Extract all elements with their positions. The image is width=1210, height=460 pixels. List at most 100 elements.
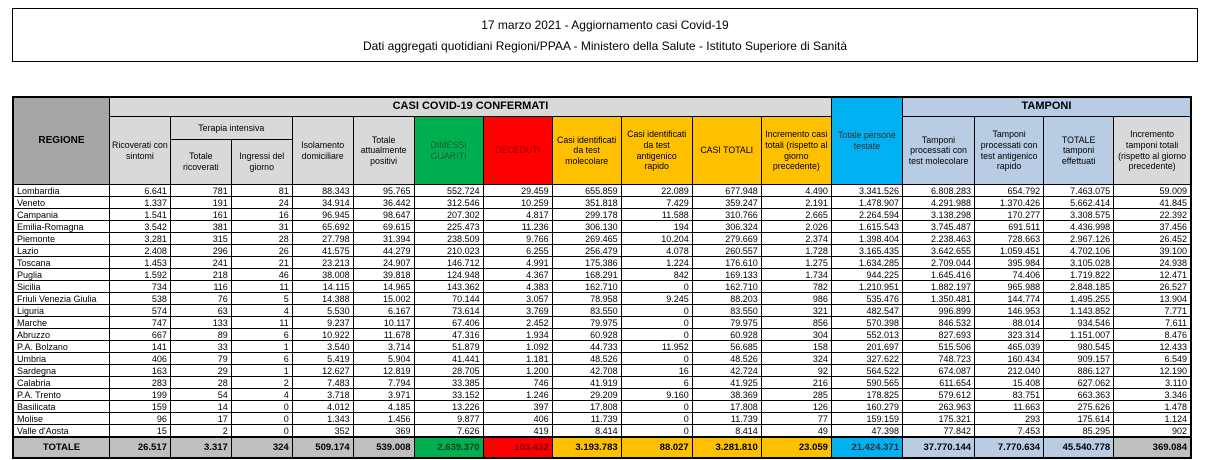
value-cell: 827.693: [901, 328, 976, 341]
value-cell: 41.441: [413, 352, 484, 365]
value-cell: 1.495.255: [1043, 292, 1115, 305]
table-row: Abruzzo 667 89 6 10.922 11.678 47.316 1.934 60.9…: [12, 328, 1192, 341]
value-cell: 902: [1113, 424, 1192, 438]
page-title: 17 marzo 2021 - Aggiornamento casi Covid…: [481, 17, 729, 32]
value-cell: 13.226: [413, 400, 484, 413]
value-cell: 11.588: [620, 208, 693, 221]
value-cell: 279.669: [691, 232, 762, 245]
value-cell: 6: [230, 328, 293, 341]
value-cell: 6.808.283: [901, 184, 976, 197]
table-row: Molise 96 17 0 1.343 1.456 9.877 406 11.739 0 11.7…: [12, 412, 1192, 425]
value-cell: 21: [230, 256, 293, 269]
value-cell: 11.739: [551, 412, 622, 425]
value-cell: 2.238.463: [901, 232, 976, 245]
region-name-cell: Molise: [12, 412, 110, 425]
value-cell: 4.436.998: [1043, 220, 1115, 233]
value-cell: 2: [169, 424, 232, 438]
value-cell: 48.526: [691, 352, 762, 365]
totale-value-cell: 103.432: [482, 436, 553, 459]
value-cell: 4.291.988: [901, 196, 976, 209]
value-cell: 159.159: [830, 412, 903, 425]
value-cell: 126: [760, 400, 832, 413]
value-cell: 29.209: [551, 388, 622, 401]
table-row: Umbria 406 79 6 5.419 5.904 41.441 1.181 48.526 0…: [12, 352, 1192, 365]
value-cell: 7.771: [1113, 304, 1192, 317]
value-cell: 324: [760, 352, 832, 365]
value-cell: 4: [230, 388, 293, 401]
value-cell: 7.626: [413, 424, 484, 438]
header-ingressi-del-giorno: Ingressi del giorno: [230, 139, 293, 185]
header-casi-test-antigenico: Casi identificati da test antigenico rap…: [620, 116, 693, 185]
value-cell: 124.948: [413, 268, 484, 281]
value-cell: 0: [230, 424, 293, 438]
value-cell: 0: [620, 316, 693, 329]
table-row: Lazio 2.408 296 26 41.575 44.279 210.023 6.255 2…: [12, 244, 1192, 257]
value-cell: 6.255: [482, 244, 553, 257]
value-cell: 3.642.655: [901, 244, 976, 257]
value-cell: 27.798: [291, 232, 354, 245]
value-cell: 15.408: [974, 376, 1045, 389]
value-cell: 395.984: [974, 256, 1045, 269]
value-cell: 1.734: [760, 268, 832, 281]
value-cell: 2.848.185: [1043, 280, 1115, 293]
value-cell: 133: [169, 316, 232, 329]
value-cell: 465.039: [974, 340, 1045, 353]
value-cell: 79.975: [691, 316, 762, 329]
value-cell: 17.808: [551, 400, 622, 413]
value-cell: 0: [230, 412, 293, 425]
value-cell: 1.728: [760, 244, 832, 257]
value-cell: 10.204: [620, 232, 693, 245]
header-isolamento-domiciliare: Isolamento domiciliare: [291, 116, 354, 185]
value-cell: 225.473: [413, 220, 484, 233]
value-cell: 207.302: [413, 208, 484, 221]
table-row: P.A. Trento 199 54 4 3.718 3.971 33.152 1.246 29…: [12, 388, 1192, 401]
value-cell: 218: [169, 268, 232, 281]
value-cell: 141: [108, 340, 171, 353]
value-cell: 351.818: [551, 196, 622, 209]
totale-row: TOTALE 26.517 3.317 324 509.174 539.008 2.639.…: [12, 436, 1192, 459]
value-cell: 4.185: [352, 400, 415, 413]
value-cell: 33: [169, 340, 232, 353]
value-cell: 842: [620, 268, 693, 281]
value-cell: 406: [482, 412, 553, 425]
value-cell: 655.859: [551, 184, 622, 197]
header-dimessi-guariti: DIMESSI GUARITI: [413, 116, 484, 185]
value-cell: 194: [620, 220, 693, 233]
value-cell: 77: [760, 412, 832, 425]
region-name-cell: Sardegna: [12, 364, 110, 377]
value-cell: 654.792: [974, 184, 1045, 197]
value-cell: 12.433: [1113, 340, 1192, 353]
value-cell: 3.718: [291, 388, 354, 401]
header-tamponi-group: TAMPONI: [901, 96, 1192, 117]
region-name-cell: Lazio: [12, 244, 110, 257]
value-cell: 3.138.298: [901, 208, 976, 221]
region-name-cell: Emilia-Romagna: [12, 220, 110, 233]
value-cell: 175.386: [551, 256, 622, 269]
value-cell: 199: [108, 388, 171, 401]
value-cell: 11.663: [974, 400, 1045, 413]
value-cell: 69.615: [352, 220, 415, 233]
value-cell: 168.291: [551, 268, 622, 281]
table-row: Toscana 1.453 241 21 23.213 24.907 146.712 4.99…: [12, 256, 1192, 269]
value-cell: 9.237: [291, 316, 354, 329]
value-cell: 38.369: [691, 388, 762, 401]
value-cell: 6.167: [352, 304, 415, 317]
value-cell: 7.483: [291, 376, 354, 389]
value-cell: 552.013: [830, 328, 903, 341]
value-cell: 169.133: [691, 268, 762, 281]
value-cell: 24.907: [352, 256, 415, 269]
value-cell: 12.819: [352, 364, 415, 377]
value-cell: 14: [169, 400, 232, 413]
value-cell: 11.739: [691, 412, 762, 425]
value-cell: 5.530: [291, 304, 354, 317]
region-name-cell: Lombardia: [12, 184, 110, 197]
value-cell: 8.414: [691, 424, 762, 438]
value-cell: 60.928: [551, 328, 622, 341]
value-cell: 1.181: [482, 352, 553, 365]
value-cell: 2.967.126: [1043, 232, 1115, 245]
value-cell: 1.143.852: [1043, 304, 1115, 317]
value-cell: 39.818: [352, 268, 415, 281]
value-cell: 3.745.487: [901, 220, 976, 233]
value-cell: 1.453: [108, 256, 171, 269]
value-cell: 1.719.822: [1043, 268, 1115, 281]
